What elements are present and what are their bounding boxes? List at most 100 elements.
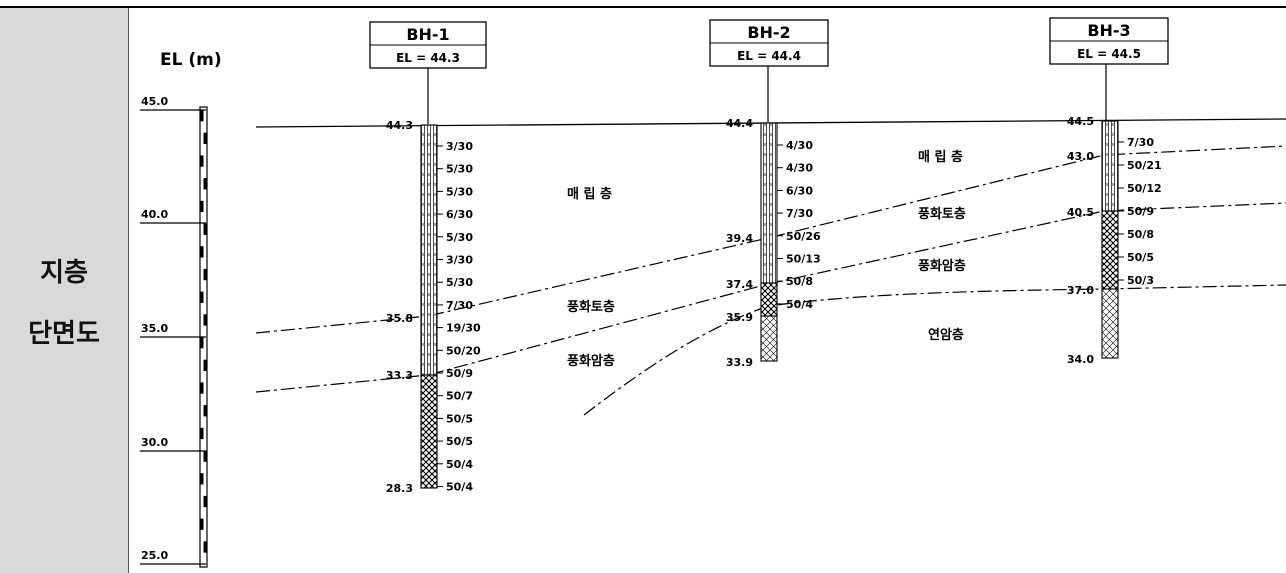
bh1-spt-list: 3/30 5/30 5/30 6/30 5/30 3/30 5/30 7/30 19/30 50/… — [437, 140, 481, 494]
bh2-boundary-3: 35.9 — [726, 311, 753, 324]
bh2-column: 44.4 39.4 37.4 35.9 33.9 4/30 4/30 6/30 7/3… — [726, 117, 821, 369]
bh1-el: EL = 44.3 — [396, 51, 460, 65]
top-rule — [0, 6, 1286, 8]
layer-label-weathered-rock-bh3: 풍화암층 — [918, 258, 966, 274]
spt-value: 50/5 — [446, 435, 473, 448]
spt-value: 7/30 — [1127, 136, 1154, 149]
spt-value: 50/5 — [446, 412, 473, 425]
spt-value: 50/20 — [446, 344, 481, 357]
scale-block — [203, 405, 207, 417]
spt-value: 5/30 — [446, 163, 473, 176]
spt-value: 7/30 — [446, 299, 473, 312]
scale-block — [200, 110, 204, 122]
scale-blocks — [200, 110, 207, 553]
spt-value: 7/30 — [786, 207, 813, 220]
bh1-bottom: 28.3 — [386, 482, 413, 495]
spt-value: 4/30 — [786, 162, 813, 175]
bh3-column: 44.5 43.0 40.5 37.0 34.0 7/30 50/21 50/12 5… — [1067, 115, 1162, 366]
scale-block — [200, 246, 204, 258]
spt-value: 50/9 — [1127, 205, 1154, 218]
bh1-header: BH-1 EL = 44.3 — [369, 21, 487, 124]
bh3-top: 44.5 — [1067, 115, 1094, 128]
spt-value: 50/12 — [1127, 182, 1162, 195]
scale-block — [200, 337, 204, 349]
bh2-el: EL = 44.4 — [737, 49, 801, 63]
scale-block — [203, 314, 207, 326]
scale-block — [203, 495, 207, 508]
bh1-boundary-2: 33.3 — [386, 369, 413, 382]
spt-value: 50/9 — [446, 367, 473, 380]
spt-value: 50/7 — [446, 390, 473, 403]
spt-value: 50/8 — [1127, 228, 1154, 241]
layer-label-soft-rock: 연암층 — [928, 327, 964, 343]
bh3-boundary-2: 40.5 — [1067, 206, 1094, 219]
tick-label-25: 25.0 — [141, 549, 168, 562]
boundary-weathered-soil-rock — [255, 202, 1286, 393]
bh3-boundary-3: 37.0 — [1067, 284, 1094, 297]
spt-value: 50/3 — [1127, 274, 1154, 287]
spt-value: 50/26 — [786, 230, 821, 243]
bh2-spt-list: 4/30 4/30 6/30 7/30 50/26 50/13 50/8 50/4 — [777, 139, 821, 311]
scale-block — [203, 132, 207, 144]
scale-block — [200, 200, 204, 213]
scale-block — [200, 427, 204, 440]
boundary-fill-weathered-soil — [255, 145, 1286, 334]
bh3-el: EL = 44.5 — [1077, 47, 1141, 61]
layer-label-weathered-soil-bh3: 풍화토층 — [918, 206, 966, 222]
scale-block — [203, 541, 207, 553]
layer-label-fill-bh1: 매 립 층 — [567, 186, 612, 202]
spt-value: 6/30 — [786, 184, 813, 197]
bh2-header: BH-2 EL = 44.4 — [709, 19, 829, 122]
tick-label-40: 40.0 — [141, 208, 168, 221]
bh1-boundary-1: 35.8 — [386, 312, 413, 325]
spt-value: 50/21 — [1127, 159, 1162, 172]
bh1-top: 44.3 — [386, 119, 413, 132]
tick-label-45: 45.0 — [141, 95, 168, 108]
boundary-weathered-soft-rock — [583, 284, 1286, 416]
scale-block — [203, 268, 207, 281]
scale-block — [200, 155, 204, 167]
bh2-name: BH-2 — [747, 23, 790, 42]
section-title-line1: 지층 — [40, 258, 88, 288]
scale-block — [203, 223, 207, 235]
tick-label-35: 35.0 — [141, 322, 168, 335]
spt-value: 50/5 — [1127, 251, 1154, 264]
bh1-column: 44.3 35.8 33.3 28.3 3/30 5/30 5/30 6/30 5/30… — [386, 119, 481, 495]
section-title-panel: 지층 단면도 — [0, 8, 129, 573]
bh2-boundary-2: 37.4 — [726, 278, 753, 291]
bh2-boundary-1: 39.4 — [726, 232, 753, 245]
tick-label-30: 30.0 — [141, 436, 168, 449]
bh2-bottom: 33.9 — [726, 356, 753, 369]
section-title-line2: 단면도 — [28, 319, 100, 349]
scale-block — [203, 450, 207, 462]
scale-block — [203, 178, 207, 190]
spt-value: 19/30 — [446, 322, 481, 335]
scale-block — [200, 473, 204, 485]
axis-label: EL (m) — [160, 50, 222, 70]
spt-value: 50/4 — [446, 458, 473, 471]
elevation-scale: EL (m) 45.0 40.0 35.0 30.0 25.0 — [140, 50, 222, 568]
bh3-bottom: 34.0 — [1067, 353, 1094, 366]
spt-value: 50/13 — [786, 253, 821, 266]
spt-value: 4/30 — [786, 139, 813, 152]
layer-label-weathered-rock-bh1: 풍화암층 — [567, 353, 615, 369]
bh3-spt-list: 7/30 50/21 50/12 50/9 50/8 50/5 50/3 — [1118, 136, 1162, 287]
spt-value: 50/4 — [446, 481, 473, 494]
layer-label-fill-bh3: 매 립 층 — [918, 149, 963, 165]
layer-label-weathered-soil-bh1: 풍화토층 — [567, 299, 615, 315]
scale-block — [200, 382, 204, 394]
spt-value: 50/4 — [786, 298, 813, 311]
spt-value: 5/30 — [446, 276, 473, 289]
bh3-boundary-1: 43.0 — [1067, 150, 1094, 163]
scale-block — [200, 518, 204, 530]
scale-block — [203, 359, 207, 371]
spt-value: 5/30 — [446, 231, 473, 244]
bh2-top: 44.4 — [726, 117, 753, 130]
spt-value: 50/8 — [786, 275, 813, 288]
spt-value: 5/30 — [446, 185, 473, 198]
spt-value: 6/30 — [446, 208, 473, 221]
spt-value: 3/30 — [446, 254, 473, 267]
bh3-header: BH-3 EL = 44.5 — [1049, 17, 1169, 120]
